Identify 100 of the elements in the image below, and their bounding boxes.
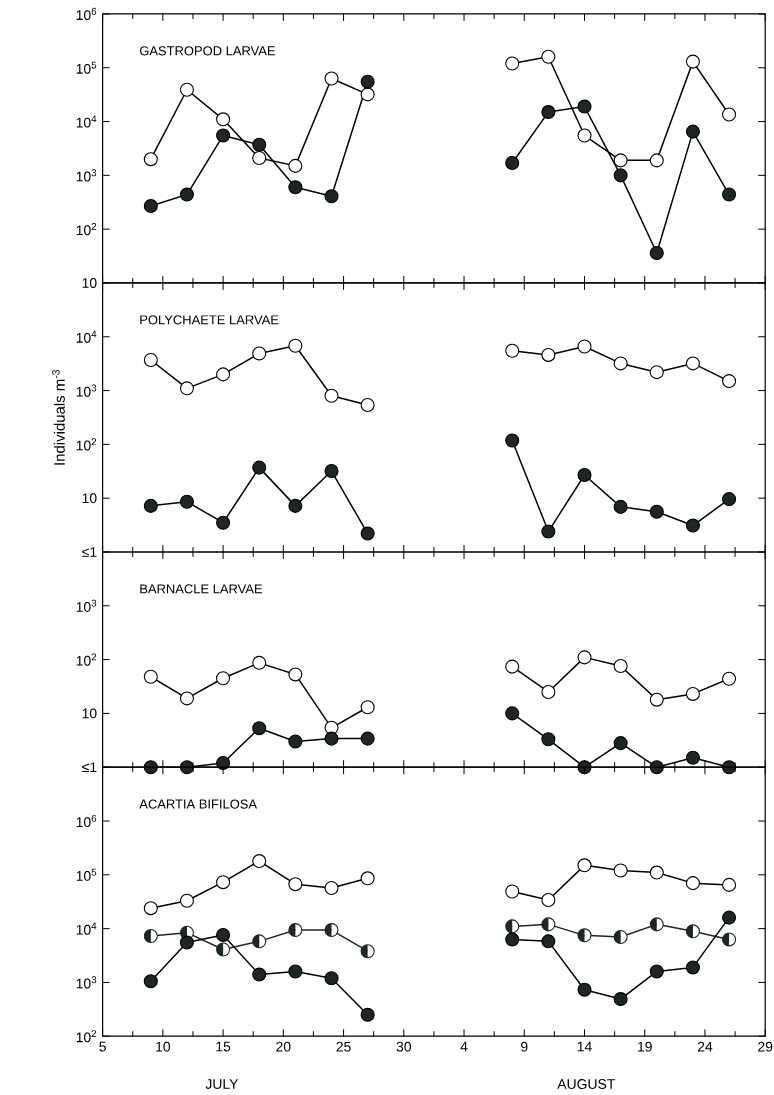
point: [179, 82, 194, 97]
point: [685, 518, 700, 533]
point: [505, 56, 520, 71]
point: [721, 492, 737, 507]
point: [360, 74, 375, 89]
point: [685, 750, 700, 765]
point: [252, 151, 267, 166]
point: [541, 732, 556, 747]
point: [179, 760, 194, 775]
text: POLYCHAETE LARVAE: [140, 315, 279, 325]
point: [215, 128, 231, 143]
point: [179, 691, 194, 706]
point: [179, 381, 194, 396]
point: [143, 974, 158, 989]
y-tick-label: 10$^{4}$: [76, 922, 97, 935]
point: [288, 964, 303, 979]
point: [179, 935, 194, 950]
point: [541, 524, 556, 539]
y-tick-label: 10$^{5}$: [76, 61, 97, 74]
y-tick-label: 10$^{5}$: [76, 868, 97, 881]
y-tick-label: 10$^{3}$: [76, 384, 97, 397]
point: [577, 858, 592, 873]
point: [721, 187, 737, 202]
point: [541, 934, 556, 949]
y-tick-label: 10$^{2}$: [76, 1030, 97, 1043]
point: [577, 339, 592, 354]
point: [288, 877, 303, 892]
point: [613, 153, 628, 168]
x-tick-label: 20: [276, 1041, 291, 1052]
y-tick-label: 10$^{4}$: [76, 115, 97, 128]
point: [360, 397, 375, 412]
point: [613, 658, 628, 674]
point: [324, 880, 339, 895]
point: [179, 494, 194, 509]
point: [324, 71, 339, 86]
point: [252, 137, 267, 152]
y-tick-label: 10$^{3}$: [76, 976, 97, 989]
point: [721, 374, 737, 389]
point: [505, 433, 520, 448]
y-tick-label: 10: [82, 708, 97, 719]
point: [721, 910, 737, 925]
point: [613, 499, 628, 514]
y-axis-title: Individuals m$^{-3}$: [52, 369, 65, 465]
text: BARNACLE LARVAE: [140, 584, 262, 594]
x-tick-label: 15: [216, 1041, 231, 1052]
point: [649, 153, 664, 168]
point: [685, 124, 700, 139]
point: [649, 246, 664, 261]
point: [613, 992, 628, 1007]
point: [685, 356, 700, 371]
y-tick-label: 10: [82, 278, 97, 288]
point: [649, 692, 664, 707]
text: AUGUST: [557, 1079, 615, 1089]
point: [541, 49, 556, 64]
point: [288, 498, 303, 513]
y-tick-label: 10$^{2}$: [76, 223, 97, 236]
point: [143, 498, 158, 513]
point: [215, 755, 231, 770]
point: [613, 736, 628, 751]
point: [685, 876, 700, 891]
x-tick-label: 25: [336, 1041, 351, 1052]
point: [215, 112, 231, 127]
y-tick-label: 10$^{6}$: [76, 7, 97, 21]
point: [252, 346, 267, 361]
y-tick-label: 10$^{4}$: [76, 330, 97, 343]
point: [360, 1007, 375, 1022]
point: [252, 721, 267, 736]
point: [360, 526, 375, 541]
point: [252, 460, 267, 475]
text: GASTROPOD LARVAE: [139, 46, 275, 56]
point: [252, 655, 267, 670]
x-tick-label: 29: [758, 1041, 773, 1052]
point: [215, 928, 231, 943]
point: [324, 971, 339, 986]
point: [685, 960, 700, 975]
y-tick-label: 10$^{2}$: [76, 438, 97, 451]
point: [541, 347, 556, 362]
x-tick-label: 9: [520, 1041, 528, 1052]
point: [215, 875, 231, 890]
point: [360, 700, 375, 715]
point: [721, 107, 737, 122]
point: [649, 760, 664, 775]
y-tick-label: 10$^{2}$: [76, 653, 97, 666]
point: [505, 884, 520, 899]
point: [288, 158, 303, 173]
point: [721, 671, 737, 686]
point: [649, 504, 664, 519]
point: [577, 467, 592, 482]
y-tick-label: ≤1: [82, 547, 97, 557]
point: [505, 343, 520, 358]
x-tick-label: 19: [637, 1041, 652, 1052]
x-tick-label: 24: [697, 1041, 713, 1052]
point: [649, 964, 664, 979]
point: [577, 99, 592, 114]
point: [649, 865, 664, 880]
point: [179, 893, 194, 908]
point: [685, 54, 700, 69]
point: [288, 180, 303, 195]
point: [179, 187, 194, 202]
x-tick-label: 5: [99, 1041, 106, 1052]
